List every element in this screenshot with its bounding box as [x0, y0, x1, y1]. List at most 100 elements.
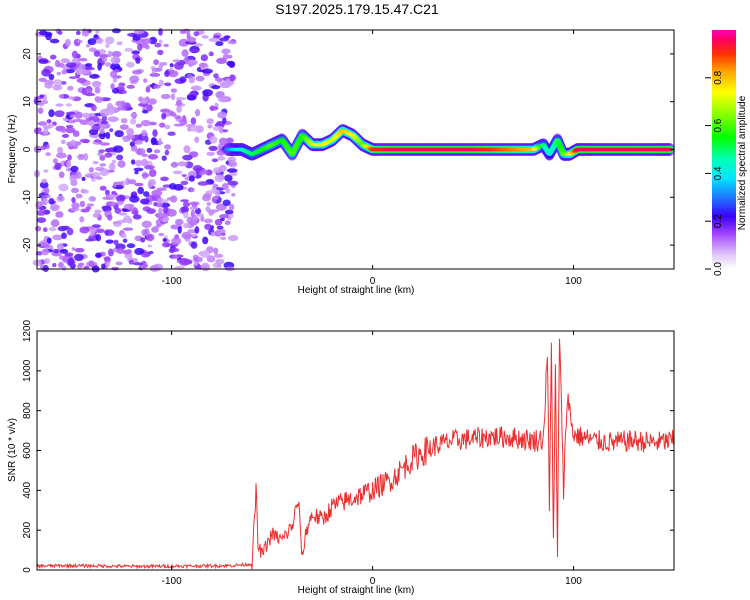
- noise-blob: [132, 262, 144, 266]
- noise-blob: [137, 43, 143, 51]
- noise-blob: [41, 178, 48, 184]
- noise-blob: [216, 228, 226, 234]
- noise-blob: [40, 145, 47, 150]
- noise-blob: [92, 161, 99, 165]
- noise-blob: [87, 38, 97, 46]
- noise-blob: [93, 34, 98, 38]
- noise-blob: [115, 181, 124, 186]
- noise-blob: [153, 202, 158, 207]
- noise-blob: [182, 222, 191, 229]
- noise-blob: [36, 217, 47, 224]
- snr-series-line: [36, 338, 675, 570]
- noise-blob: [82, 112, 90, 119]
- noise-blob: [83, 153, 89, 161]
- noise-blob: [175, 97, 186, 101]
- noise-blob: [126, 84, 135, 89]
- noise-blob: [95, 252, 102, 258]
- noise-blob: [81, 176, 86, 181]
- noise-blob: [200, 215, 205, 222]
- noise-blob: [219, 127, 224, 134]
- noise-blob: [89, 74, 100, 79]
- noise-blob: [112, 145, 124, 153]
- noise-blob: [229, 74, 235, 82]
- noise-blob: [112, 87, 119, 94]
- noise-blob: [59, 248, 69, 254]
- noise-blob: [227, 156, 237, 164]
- noise-blob: [155, 200, 164, 208]
- noise-blob: [213, 247, 219, 255]
- noise-blob: [126, 128, 135, 136]
- noise-blob: [84, 92, 96, 97]
- noise-blob: [175, 218, 184, 226]
- noise-blob: [41, 248, 50, 256]
- noise-blob: [206, 118, 214, 124]
- noise-blob: [116, 248, 125, 254]
- noise-blob: [202, 236, 209, 245]
- noise-blob: [113, 69, 120, 73]
- noise-blob: [116, 106, 127, 111]
- noise-blob: [111, 159, 117, 164]
- noise-blob: [88, 260, 95, 267]
- noise-blob: [193, 43, 203, 47]
- noise-blob: [168, 70, 179, 78]
- noise-blob: [227, 235, 239, 242]
- noise-blob: [107, 214, 113, 221]
- noise-blob: [218, 164, 227, 173]
- noise-blob: [111, 201, 116, 206]
- noise-blob: [67, 85, 74, 91]
- noise-blob: [179, 76, 187, 83]
- noise-blob: [130, 112, 138, 118]
- noise-blob: [61, 232, 67, 239]
- noise-blob: [194, 136, 200, 143]
- noise-blob: [120, 233, 127, 238]
- noise-blob: [100, 120, 109, 125]
- noise-blob: [101, 115, 107, 122]
- noise-blob: [197, 256, 203, 263]
- noise-blob: [189, 206, 199, 211]
- noise-blob: [98, 49, 107, 55]
- noise-blob: [206, 255, 216, 263]
- noise-blob: [45, 243, 50, 249]
- noise-blob: [179, 118, 188, 126]
- noise-blob: [61, 81, 67, 85]
- snr-y-tick-label: 1000: [22, 359, 33, 382]
- noise-blob: [105, 261, 111, 267]
- noise-blob: [180, 199, 189, 203]
- noise-blob: [199, 62, 207, 68]
- snr-y-tick-label: 1200: [22, 319, 33, 342]
- noise-blob: [109, 162, 116, 171]
- colorbar-scale: [712, 30, 736, 269]
- snr-x-label: Height of straight line (km): [298, 585, 415, 596]
- noise-blob: [50, 54, 57, 60]
- noise-blob: [90, 104, 97, 112]
- noise-blob: [214, 218, 223, 226]
- noise-blob: [158, 63, 163, 70]
- noise-blob: [200, 250, 211, 258]
- noise-blob: [133, 167, 144, 172]
- noise-blob: [146, 208, 156, 215]
- noise-blob: [153, 84, 161, 89]
- noise-blob: [54, 110, 65, 118]
- noise-blob: [64, 252, 74, 257]
- noise-blob: [200, 169, 209, 175]
- noise-blob: [132, 35, 141, 41]
- noise-blob: [215, 203, 227, 211]
- noise-blob: [74, 247, 85, 253]
- noise-blob: [128, 179, 137, 185]
- noise-blob: [85, 206, 92, 210]
- noise-blob: [52, 79, 63, 87]
- noise-blob: [79, 138, 90, 143]
- noise-blob: [85, 63, 93, 67]
- noise-blob: [143, 78, 148, 83]
- noise-blob: [211, 158, 219, 163]
- noise-blob: [134, 170, 139, 175]
- spectrogram-y-tick-label: 20: [22, 48, 33, 60]
- noise-blob: [222, 199, 231, 207]
- noise-blob: [77, 153, 85, 161]
- noise-blob: [88, 128, 99, 136]
- noise-blob: [158, 79, 164, 87]
- noise-blob: [220, 217, 225, 222]
- noise-blob: [162, 238, 167, 242]
- noise-blob: [148, 36, 158, 45]
- noise-blob: [38, 59, 49, 64]
